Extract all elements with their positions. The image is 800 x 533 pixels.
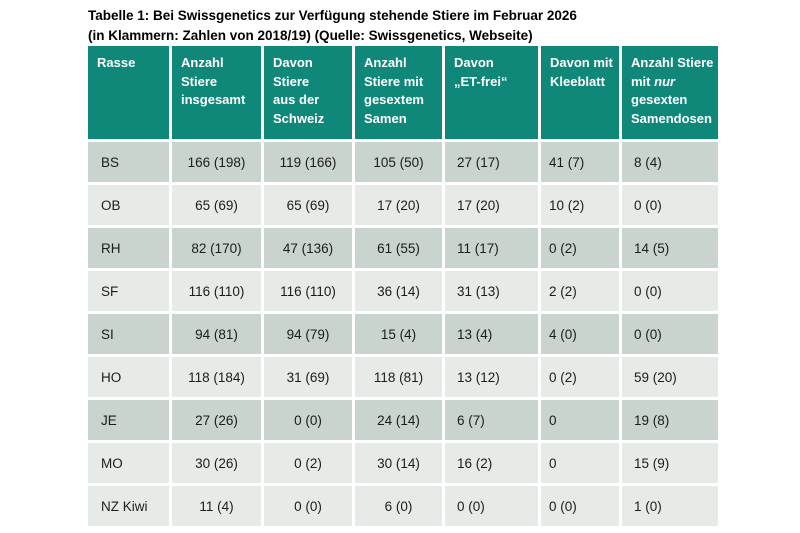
column-header-5: Davon mit Kleeblatt xyxy=(541,46,619,139)
column-header-0: Rasse xyxy=(88,46,169,139)
table-cell-r6-c2: 0 (0) xyxy=(264,400,352,440)
table-cell-r8-c6: 1 (0) xyxy=(622,486,718,526)
table-cell-r1-c5: 10 (2) xyxy=(541,185,619,225)
row-label-3: SF xyxy=(88,271,169,311)
table-cell-r0-c2: 119 (166) xyxy=(264,142,352,182)
stiere-table: Rasse Anzahl Stiere insgesamt Davon Stiere… xyxy=(88,46,718,526)
table-cell-r3-c6: 0 (0) xyxy=(622,271,718,311)
table-cell-r4-c1: 94 (81) xyxy=(172,314,261,354)
table-cell-r7-c5: 0 xyxy=(541,443,619,483)
table-cell-r1-c6: 0 (0) xyxy=(622,185,718,225)
table-cell-r1-c1: 65 (69) xyxy=(172,185,261,225)
table-cell-r7-c3: 30 (14) xyxy=(355,443,442,483)
table-caption-line-1: Tabelle 1: Bei Swissgenetics zur Verfügu… xyxy=(88,8,577,23)
column-header-3: Anzahl Stiere mit gesextem Samen xyxy=(355,46,442,139)
table-cell-r6-c5: 0 xyxy=(541,400,619,440)
table-cell-r8-c1: 11 (4) xyxy=(172,486,261,526)
table-cell-r4-c2: 94 (79) xyxy=(264,314,352,354)
table-cell-r6-c6: 19 (8) xyxy=(622,400,718,440)
table-cell-r2-c6: 14 (5) xyxy=(622,228,718,268)
table-cell-r5-c3: 118 (81) xyxy=(355,357,442,397)
table-cell-r4-c3: 15 (4) xyxy=(355,314,442,354)
table-cell-r7-c4: 16 (2) xyxy=(445,443,538,483)
row-label-6: JE xyxy=(88,400,169,440)
table-cell-r5-c2: 31 (69) xyxy=(264,357,352,397)
table-cell-r5-c6: 59 (20) xyxy=(622,357,718,397)
table-cell-r3-c2: 116 (110) xyxy=(264,271,352,311)
row-label-5: HO xyxy=(88,357,169,397)
row-label-8: NZ Kiwi xyxy=(88,486,169,526)
table-cell-r6-c3: 24 (14) xyxy=(355,400,442,440)
table-cell-r2-c2: 47 (136) xyxy=(264,228,352,268)
column-header-1: Anzahl Stiere insgesamt xyxy=(172,46,261,139)
table-cell-r0-c5: 41 (7) xyxy=(541,142,619,182)
table-cell-r1-c4: 17 (20) xyxy=(445,185,538,225)
table-cell-r3-c1: 116 (110) xyxy=(172,271,261,311)
table-cell-r7-c6: 15 (9) xyxy=(622,443,718,483)
table-cell-r6-c1: 27 (26) xyxy=(172,400,261,440)
table-cell-r4-c6: 0 (0) xyxy=(622,314,718,354)
column-header-4: Davon „ET-frei“ xyxy=(445,46,538,139)
table-caption-line-2: (in Klammern: Zahlen von 2018/19) (Quell… xyxy=(88,28,533,43)
table-cell-r5-c5: 0 (2) xyxy=(541,357,619,397)
table-section: Tabelle 1: Bei Swissgenetics zur Verfügu… xyxy=(88,6,718,526)
table-cell-r4-c5: 4 (0) xyxy=(541,314,619,354)
row-label-7: MO xyxy=(88,443,169,483)
row-label-1: OB xyxy=(88,185,169,225)
row-label-4: SI xyxy=(88,314,169,354)
table-cell-r1-c2: 65 (69) xyxy=(264,185,352,225)
row-label-2: RH xyxy=(88,228,169,268)
table-cell-r4-c4: 13 (4) xyxy=(445,314,538,354)
table-cell-r0-c6: 8 (4) xyxy=(622,142,718,182)
table-cell-r5-c4: 13 (12) xyxy=(445,357,538,397)
table-cell-r2-c3: 61 (55) xyxy=(355,228,442,268)
table-cell-r1-c3: 17 (20) xyxy=(355,185,442,225)
table-cell-r5-c1: 118 (184) xyxy=(172,357,261,397)
table-cell-r2-c4: 11 (17) xyxy=(445,228,538,268)
table-cell-r8-c3: 6 (0) xyxy=(355,486,442,526)
table-cell-r2-c1: 82 (170) xyxy=(172,228,261,268)
table-cell-r8-c5: 0 (0) xyxy=(541,486,619,526)
table-cell-r0-c3: 105 (50) xyxy=(355,142,442,182)
table-cell-r8-c4: 0 (0) xyxy=(445,486,538,526)
table-cell-r3-c3: 36 (14) xyxy=(355,271,442,311)
row-label-0: BS xyxy=(88,142,169,182)
column-header-6: Anzahl Stiere mit nur gesexten Samendose… xyxy=(622,46,718,139)
table-cell-r7-c2: 0 (2) xyxy=(264,443,352,483)
table-cell-r0-c4: 27 (17) xyxy=(445,142,538,182)
table-cell-r6-c4: 6 (7) xyxy=(445,400,538,440)
table-cell-r2-c5: 0 (2) xyxy=(541,228,619,268)
table-cell-r7-c1: 30 (26) xyxy=(172,443,261,483)
column-header-2: Davon Stiere aus der Schweiz xyxy=(264,46,352,139)
table-cell-r3-c5: 2 (2) xyxy=(541,271,619,311)
table-cell-r0-c1: 166 (198) xyxy=(172,142,261,182)
table-cell-r8-c2: 0 (0) xyxy=(264,486,352,526)
table-cell-r3-c4: 31 (13) xyxy=(445,271,538,311)
